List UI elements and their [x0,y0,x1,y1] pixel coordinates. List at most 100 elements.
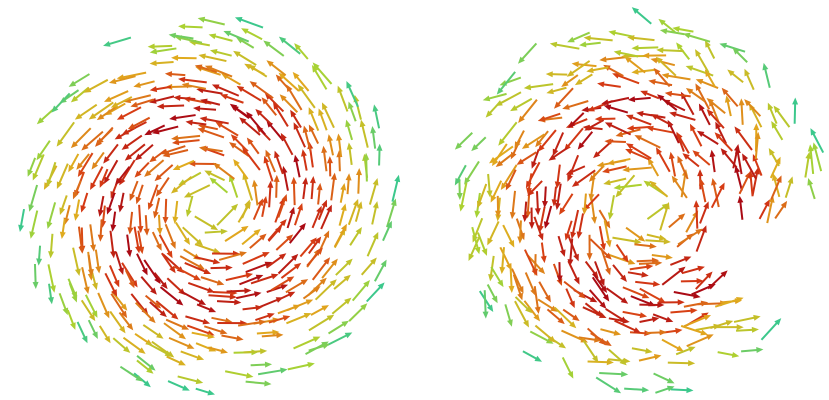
arrow-shaft [177,375,199,383]
arrow-shaft [735,170,743,191]
arrow-shaft [216,165,235,180]
arrow-head [537,144,545,152]
arrow-shaft [302,181,307,200]
arrow-shaft [281,75,300,92]
arrow-head [262,252,270,258]
arrow-shaft [371,205,378,225]
arrow-head [327,134,334,142]
arrow-head [486,304,494,313]
arrow-shaft [646,233,662,240]
arrow-shaft [519,220,522,239]
arrow-head [341,320,349,327]
arrow-shaft [137,161,150,175]
arrow-shaft [114,96,133,107]
arrow-shaft [175,134,201,140]
arrow-head [321,305,329,312]
arrow-head [28,204,35,212]
arrow-shaft [174,176,193,192]
arrow-head [273,102,280,110]
arrow-shaft [235,162,249,180]
arrow-shaft [512,274,522,296]
arrow-head [293,154,300,163]
arrow-shaft [58,292,67,311]
arrow-shaft [608,349,624,363]
arrow-head [498,138,505,146]
arrow-head [70,322,76,330]
arrow-shaft [639,287,662,302]
arrow-head [114,177,122,186]
arrow-shaft [351,283,368,302]
arrow-head [346,142,353,150]
arrow-shaft [282,97,299,113]
arrow-shaft [646,331,662,334]
arrow-head [645,263,654,270]
arrow-head [698,178,705,186]
arrow-shaft [678,45,691,61]
arrow-head [323,257,331,265]
arrow-shaft [122,336,143,352]
arrow-head [559,207,566,215]
arrow-shaft [500,121,518,143]
arrow-shaft [282,39,301,55]
arrow-head [593,151,601,159]
arrow-shaft [554,306,574,326]
arrow-shaft [114,251,123,271]
arrow-shaft [523,201,528,218]
arrow-shaft [204,100,221,106]
arrow-head [181,324,190,330]
arrow-shaft [232,144,250,157]
arrow-shaft [157,214,161,231]
arrow-shaft [323,106,335,129]
arrow-shaft [94,249,100,269]
arrow-head [308,124,315,133]
arrow-head [170,186,179,194]
arrow-head [267,312,275,319]
arrow-head [290,109,297,118]
arrow-shaft [490,266,502,284]
arrow-shaft [19,208,26,228]
arrow-shaft [741,348,759,353]
arrow-head [695,83,702,91]
arrow-shaft [677,27,694,33]
arrow-head [154,174,162,182]
arrow-head [631,68,639,75]
arrow-head [588,193,595,202]
arrow-shaft [645,239,666,243]
arrow-head [186,343,195,349]
arrow-head [253,228,261,236]
arrow-head [290,176,297,184]
arrow-shaft [130,293,146,312]
arrow-head [380,259,387,268]
arrow-shaft [736,129,753,151]
arrow-shaft [225,75,241,86]
arrow-shaft [486,284,497,300]
arrow-shaft [144,215,148,231]
arrow-head [279,219,287,227]
arrow-head [370,126,377,134]
arrow-head [230,134,238,142]
arrow-head [517,236,524,244]
arrow-head [104,335,111,344]
arrow-head [181,82,190,89]
arrow-shaft [310,306,326,316]
arrow-shaft [680,173,687,198]
arrow-head [514,141,521,149]
arrow-head [171,54,179,61]
arrow-head [571,180,580,187]
arrow-shaft [73,127,92,146]
arrow-head [202,318,211,325]
arrow-shaft [591,164,605,179]
arrow-head [340,183,347,191]
arrow-shaft [348,147,353,166]
arrow-head [720,270,728,278]
arrow-head [605,267,611,276]
arrow-head [259,348,268,355]
arrow-shaft [382,224,391,242]
arrow-shaft [68,282,77,299]
arrow-shaft [346,178,350,195]
arrow-shaft [651,254,669,259]
arrow-shaft [582,340,597,360]
arrow-shaft [502,224,513,244]
arrow-shaft [286,300,309,312]
arrow-shaft [699,205,708,224]
